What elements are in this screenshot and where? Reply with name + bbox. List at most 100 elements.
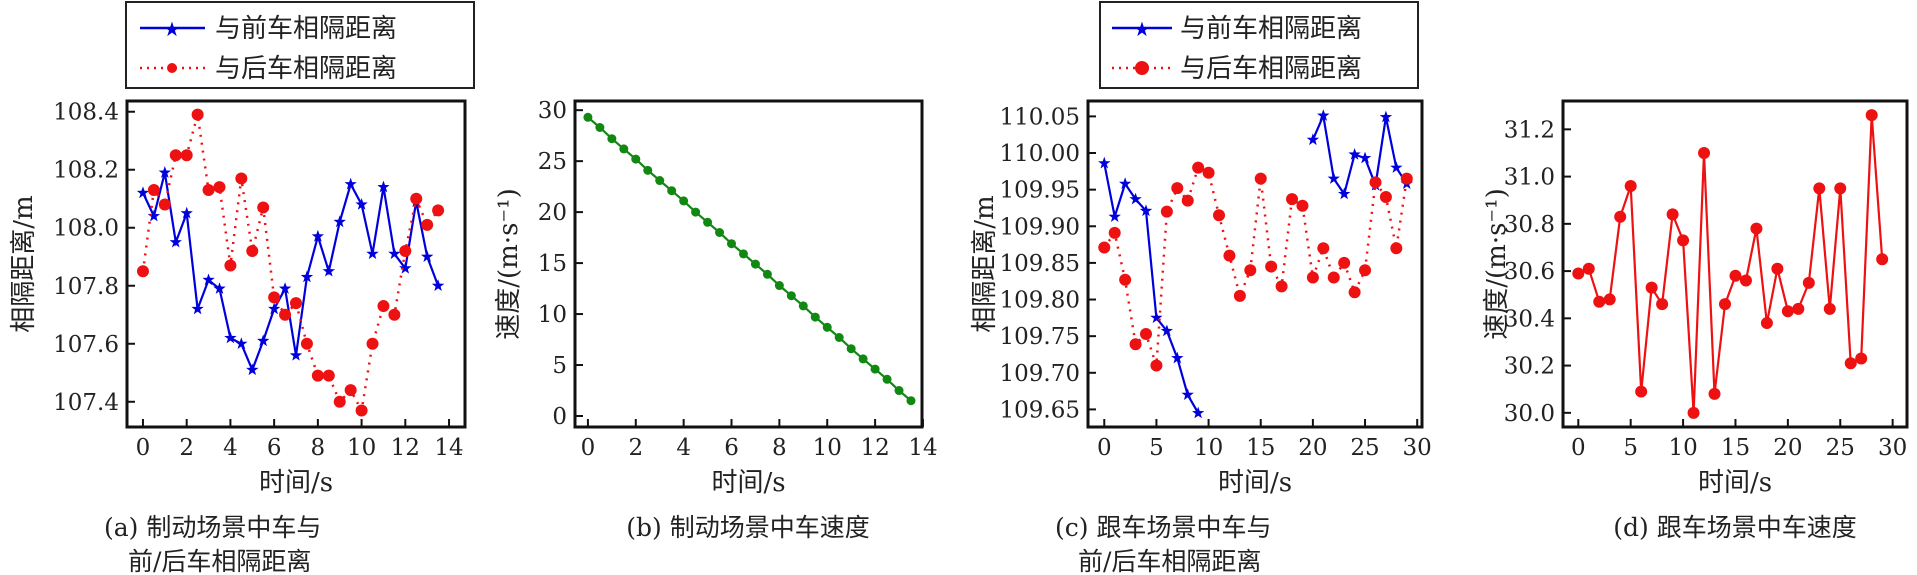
data-point [1802,276,1815,289]
data-point [750,259,760,269]
data-point [1582,262,1595,275]
data-point [1244,264,1257,277]
y-tick-label: 107.4 [53,390,119,416]
data-point [894,386,904,396]
star-marker [300,270,314,283]
data-point [1593,295,1606,308]
chart-d: 0 5 10 15 20 25 30 30.0 30.2 30.4 30.6 30.8 31.0 31.2… [1482,99,1909,498]
star-marker [147,209,161,222]
star-marker [235,337,248,349]
series-front [136,166,445,376]
y-tick-label: 110.00 [1000,141,1080,167]
star-marker [1338,187,1351,200]
y-tick-label: 30.0 [1504,401,1555,427]
data-point [655,176,665,186]
y-tick-label: 109.75 [1000,324,1080,350]
plot-frame [1086,99,1424,429]
y-axis-label: 速度/(m·s⁻¹) [1482,188,1512,339]
chart-c: 0 5 10 15 20 25 30 109.65 109.70 109.75 109.80 109.… [970,99,1432,498]
star-marker [1160,324,1173,337]
series-line [142,172,440,373]
series-line [1103,163,1200,414]
data-point [432,204,445,217]
star-marker [1348,148,1361,160]
caption-b: (b) 制动场景中车速度 [626,513,869,542]
star-marker [1150,311,1163,324]
star-marker [1192,406,1205,419]
star-marker [1317,109,1330,121]
x-tick-label: 10 [1194,435,1223,461]
data-point [1359,264,1372,277]
star-marker [158,166,171,178]
star-marker [1098,156,1111,169]
x-tick-label: 12 [391,435,420,461]
series-speed [1572,109,1889,419]
data-point [333,395,346,408]
data-point [846,344,856,354]
star-marker [1390,161,1403,173]
star-marker [1108,210,1121,222]
data-point [1792,302,1805,315]
x-tick-label: 8 [772,435,787,461]
data-point [1614,210,1627,223]
data-point [595,123,605,133]
data-point [1844,357,1857,370]
data-point [1400,172,1413,185]
star-marker [1358,151,1372,164]
data-point [1108,226,1121,239]
star-marker [191,302,204,315]
star-marker [224,331,237,344]
y-tick-label: 30 [538,98,567,124]
y-tick-label: 108.4 [53,100,119,126]
data-point [1202,166,1215,179]
plot-frame [1561,99,1909,429]
y-tick-label: 30.2 [1504,354,1555,380]
data-point [1855,352,1868,365]
series-rear [1098,161,1413,372]
legend-a: ★ 与前车相隔距离 与后车相隔距离 [125,1,475,89]
x-tick-label: 0 [136,435,151,461]
data-point [1286,193,1299,206]
legend-front-label: 与前车相隔距离 [1180,14,1362,44]
data-point [691,207,701,217]
x-tick-label: 30 [1403,435,1432,461]
data-point [355,404,368,417]
data-point [1213,209,1226,222]
star-marker [1139,204,1153,217]
star-marker [257,334,270,347]
data-point [1379,190,1392,203]
data-point [322,369,335,382]
legend-dot-icon [1135,61,1149,75]
data-point [703,217,713,227]
x-tick-label: 2 [628,435,643,461]
legend-dot-icon [167,63,177,73]
data-point [1834,182,1847,195]
y-tick-label: 31.0 [1504,165,1555,191]
data-point [1687,406,1700,419]
star-marker [431,279,445,291]
data-point [421,218,434,231]
data-point [1739,274,1752,287]
y-tick-label: 109.95 [1000,178,1080,204]
x-tick-label: 12 [860,435,889,461]
legend-star-icon: ★ [163,17,181,41]
data-point [643,165,653,175]
data-point [1275,280,1288,293]
data-point [1139,327,1152,340]
y-tick-label: 25 [538,149,567,175]
x-tick-label: 20 [1773,435,1802,461]
data-point [798,301,808,311]
data-point [191,108,204,121]
x-axis-label: 时间/s [259,468,333,498]
data-point [882,374,892,384]
caption-a-line2: 前/后车相隔距离 [128,547,311,575]
caption-c-line1: (c) 跟车场景中车与 [1055,513,1271,542]
star-marker [246,363,259,376]
y-tick-label: 109.80 [1000,288,1080,314]
x-tick-label: 4 [223,435,238,461]
data-point [180,149,193,162]
data-point [715,228,725,238]
data-point [279,308,292,321]
data-point [169,149,182,162]
